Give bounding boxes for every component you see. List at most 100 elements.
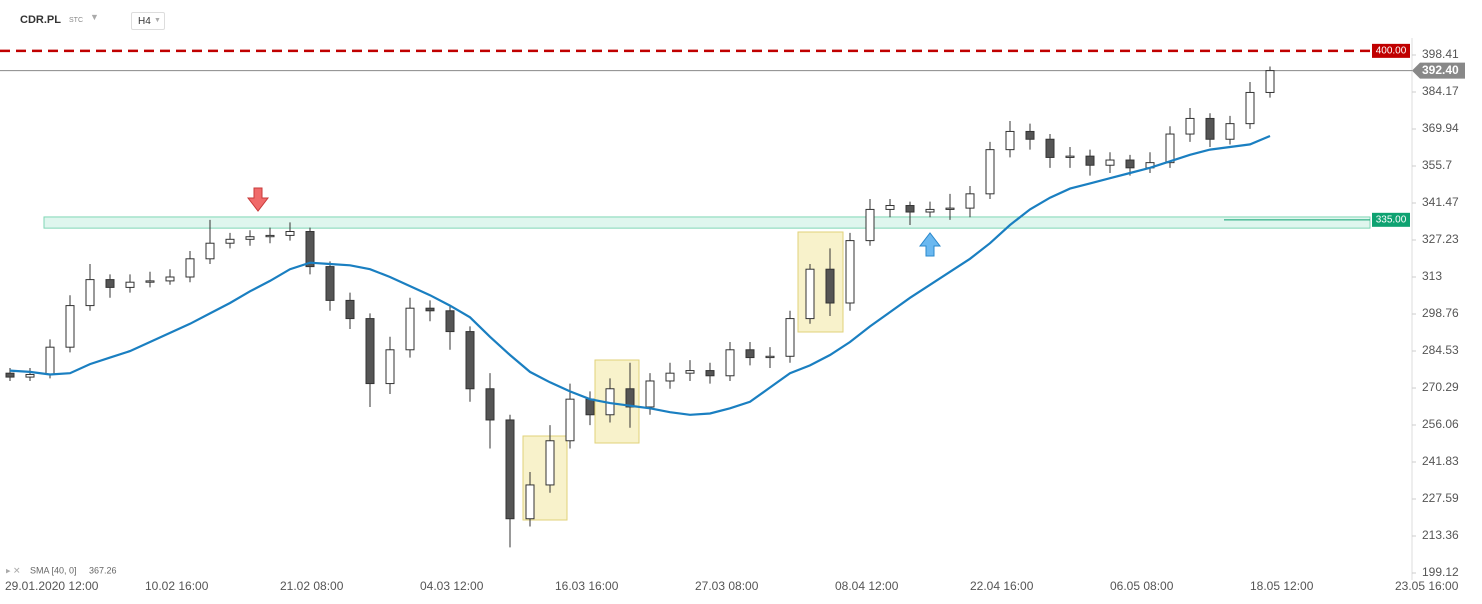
candle-body xyxy=(505,419,515,520)
y-tick-label: 341.47 xyxy=(1422,195,1459,209)
y-tick-label: 256.06 xyxy=(1422,417,1459,431)
candle-body xyxy=(1085,155,1095,166)
candle-body xyxy=(385,349,395,385)
candle-body xyxy=(25,373,35,378)
candle-body xyxy=(905,205,915,213)
x-tick-label: 10.02 16:00 xyxy=(145,579,209,593)
y-tick-label: 327.23 xyxy=(1422,232,1459,246)
x-tick-label: 18.05 12:00 xyxy=(1250,579,1314,593)
x-tick-label: 06.05 08:00 xyxy=(1110,579,1174,593)
y-tick-label: 298.76 xyxy=(1422,306,1459,320)
candle-body xyxy=(885,205,895,210)
candle-body xyxy=(845,240,855,304)
y-tick-label: 369.94 xyxy=(1422,121,1459,135)
y-tick-label: 398.41 xyxy=(1422,47,1459,61)
candle-body xyxy=(1045,138,1055,158)
price-label: 392.40 xyxy=(1422,63,1459,77)
y-tick-label: 227.59 xyxy=(1422,491,1459,505)
interval-select[interactable]: H4 ▼ xyxy=(131,12,165,30)
candle-body xyxy=(165,276,175,282)
candle-body xyxy=(625,388,635,408)
candle-body xyxy=(85,279,95,307)
candle-body xyxy=(465,331,475,390)
candle-body xyxy=(245,236,255,240)
indicator-value: 367.26 xyxy=(89,565,117,575)
candle-body xyxy=(725,349,735,377)
y-tick-label: 213.36 xyxy=(1422,528,1459,542)
symbol[interactable]: CDR.PL xyxy=(20,14,61,26)
candle-body xyxy=(1205,117,1215,140)
level-label: 335.00 xyxy=(1376,214,1407,225)
candle-body xyxy=(785,318,795,357)
support-zone xyxy=(43,216,1371,229)
candle-body xyxy=(685,370,695,374)
level-label-box xyxy=(1372,212,1410,227)
y-tick-label: 284.53 xyxy=(1422,343,1459,357)
dropdown-caret[interactable]: ▼ xyxy=(90,12,99,22)
candle-body xyxy=(1105,159,1115,166)
x-tick-label: 22.04 16:00 xyxy=(970,579,1034,593)
candle-body xyxy=(65,305,75,348)
candle-body xyxy=(865,208,875,242)
candle-body xyxy=(965,193,975,209)
candle-body xyxy=(45,346,55,375)
x-tick-label: 23.05 16:00 xyxy=(1395,579,1459,593)
y-tick-label: 355.7 xyxy=(1422,158,1452,172)
candle-body xyxy=(565,398,575,442)
candle-body xyxy=(445,310,455,333)
candle-body xyxy=(425,307,435,312)
y-tick-label: 313 xyxy=(1422,269,1442,283)
y-tick-label: 270.29 xyxy=(1422,380,1459,394)
candle-body xyxy=(1245,91,1255,125)
highlight-box xyxy=(797,231,844,333)
price-label-box xyxy=(1412,62,1465,79)
y-tick-label: 384.17 xyxy=(1422,84,1459,98)
candle-body xyxy=(185,258,195,278)
candle-body xyxy=(825,268,835,304)
candle-body xyxy=(1025,130,1035,140)
candle-body xyxy=(585,398,595,416)
x-tick-label: 16.03 16:00 xyxy=(555,579,619,593)
candle-body xyxy=(225,238,235,244)
candle-body xyxy=(105,279,115,288)
candle-body xyxy=(525,484,535,520)
candle-body xyxy=(1165,133,1175,164)
sell-arrow xyxy=(246,187,270,212)
candle-body xyxy=(745,349,755,359)
x-tick-label: 29.01.2020 12:00 xyxy=(5,579,99,593)
candle-body xyxy=(1065,155,1075,158)
svg-text:▸ ✕: ▸ ✕ xyxy=(6,565,21,575)
candle-body xyxy=(305,231,315,268)
x-tick-label: 21.02 08:00 xyxy=(280,579,344,593)
indicator-icons[interactable]: ▸ ✕ xyxy=(6,565,21,575)
buy-arrow xyxy=(918,232,942,257)
candle-body xyxy=(1265,70,1275,93)
candle-body xyxy=(285,231,295,236)
x-tick-label: 08.04 12:00 xyxy=(835,579,899,593)
candle-body xyxy=(1005,130,1015,151)
dropdown-caret: ▼ xyxy=(154,17,161,24)
candle-body xyxy=(145,280,155,283)
candle-body xyxy=(805,268,815,320)
level-label-box xyxy=(1372,43,1410,58)
candle-body xyxy=(985,149,995,195)
candle-body xyxy=(5,372,15,378)
indicator-name: SMA [40, 0] xyxy=(30,565,77,575)
x-tick-label: 27.03 08:00 xyxy=(695,579,759,593)
candle-body xyxy=(265,234,275,238)
interval: H4 xyxy=(138,16,151,27)
candle-body xyxy=(705,370,715,377)
candle-body xyxy=(545,440,555,486)
level-label: 400.00 xyxy=(1376,46,1407,57)
candle-body xyxy=(1225,123,1235,140)
candle-body xyxy=(345,299,355,320)
candle-body xyxy=(1185,117,1195,135)
candle-body xyxy=(1125,159,1135,169)
x-tick-label: 04.03 12:00 xyxy=(420,579,484,593)
candle-body xyxy=(125,281,135,288)
candle-body xyxy=(665,372,675,382)
candle-body xyxy=(645,380,655,408)
y-tick-label: 199.12 xyxy=(1422,565,1459,579)
